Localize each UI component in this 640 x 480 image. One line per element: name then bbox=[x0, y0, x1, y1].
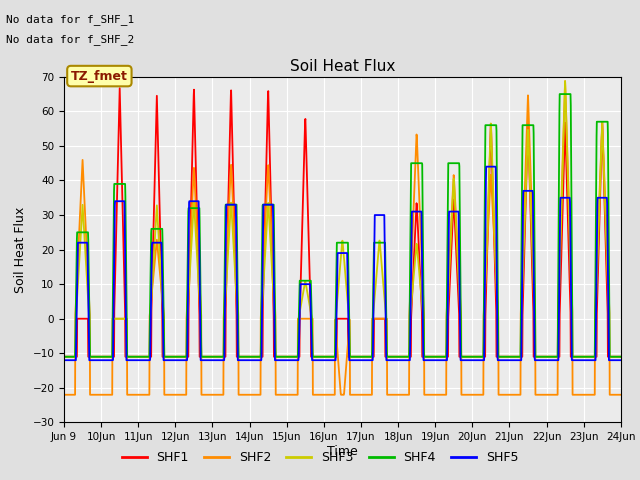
SHF3 bbox=[561, 78, 569, 84]
SHF2 bbox=[561, 78, 569, 84]
Line: SHF5: SHF5 bbox=[64, 167, 621, 360]
SHF4 bbox=[216, 354, 223, 360]
SHF2 bbox=[358, 392, 366, 397]
SHF5 bbox=[371, 227, 378, 232]
SHF3 bbox=[617, 354, 625, 360]
SHF4 bbox=[371, 240, 378, 246]
Y-axis label: Soil Heat Flux: Soil Heat Flux bbox=[14, 206, 27, 293]
SHF4 bbox=[584, 354, 591, 360]
Line: SHF1: SHF1 bbox=[64, 88, 621, 357]
SHF1 bbox=[116, 85, 124, 91]
Line: SHF2: SHF2 bbox=[64, 81, 621, 395]
Text: TZ_fmet: TZ_fmet bbox=[71, 70, 128, 83]
SHF3 bbox=[371, 296, 378, 302]
SHF5 bbox=[568, 357, 575, 363]
SHF2 bbox=[568, 292, 575, 298]
SHF5 bbox=[216, 357, 223, 363]
SHF5 bbox=[617, 357, 625, 363]
X-axis label: Time: Time bbox=[327, 445, 358, 458]
SHF4 bbox=[60, 354, 68, 360]
SHF5 bbox=[60, 357, 68, 363]
Legend: SHF1, SHF2, SHF3, SHF4, SHF5: SHF1, SHF2, SHF3, SHF4, SHF5 bbox=[116, 446, 524, 469]
Title: Soil Heat Flux: Soil Heat Flux bbox=[290, 59, 395, 74]
SHF1 bbox=[568, 354, 575, 360]
SHF2 bbox=[60, 392, 68, 397]
SHF5 bbox=[483, 164, 490, 169]
SHF4 bbox=[556, 91, 563, 97]
SHF1 bbox=[617, 354, 625, 360]
SHF1 bbox=[359, 354, 367, 360]
SHF5 bbox=[358, 357, 366, 363]
Text: No data for f_SHF_1: No data for f_SHF_1 bbox=[6, 14, 134, 25]
SHF2 bbox=[617, 392, 625, 397]
SHF4 bbox=[568, 249, 575, 254]
SHF2 bbox=[504, 392, 512, 397]
SHF1 bbox=[584, 354, 591, 360]
SHF3 bbox=[504, 354, 512, 360]
SHF2 bbox=[584, 392, 591, 397]
SHF1 bbox=[371, 316, 379, 322]
SHF3 bbox=[568, 316, 575, 322]
SHF3 bbox=[216, 354, 223, 360]
SHF5 bbox=[504, 357, 512, 363]
SHF4 bbox=[504, 354, 512, 360]
SHF2 bbox=[216, 392, 223, 397]
SHF1 bbox=[60, 354, 68, 360]
SHF3 bbox=[584, 354, 591, 360]
SHF4 bbox=[617, 354, 625, 360]
Line: SHF3: SHF3 bbox=[64, 81, 621, 357]
Text: No data for f_SHF_2: No data for f_SHF_2 bbox=[6, 34, 134, 45]
SHF1 bbox=[504, 354, 512, 360]
Line: SHF4: SHF4 bbox=[64, 94, 621, 357]
SHF2 bbox=[371, 316, 378, 322]
SHF5 bbox=[584, 357, 591, 363]
SHF1 bbox=[216, 354, 223, 360]
SHF3 bbox=[358, 354, 366, 360]
SHF3 bbox=[60, 354, 68, 360]
SHF4 bbox=[358, 354, 366, 360]
